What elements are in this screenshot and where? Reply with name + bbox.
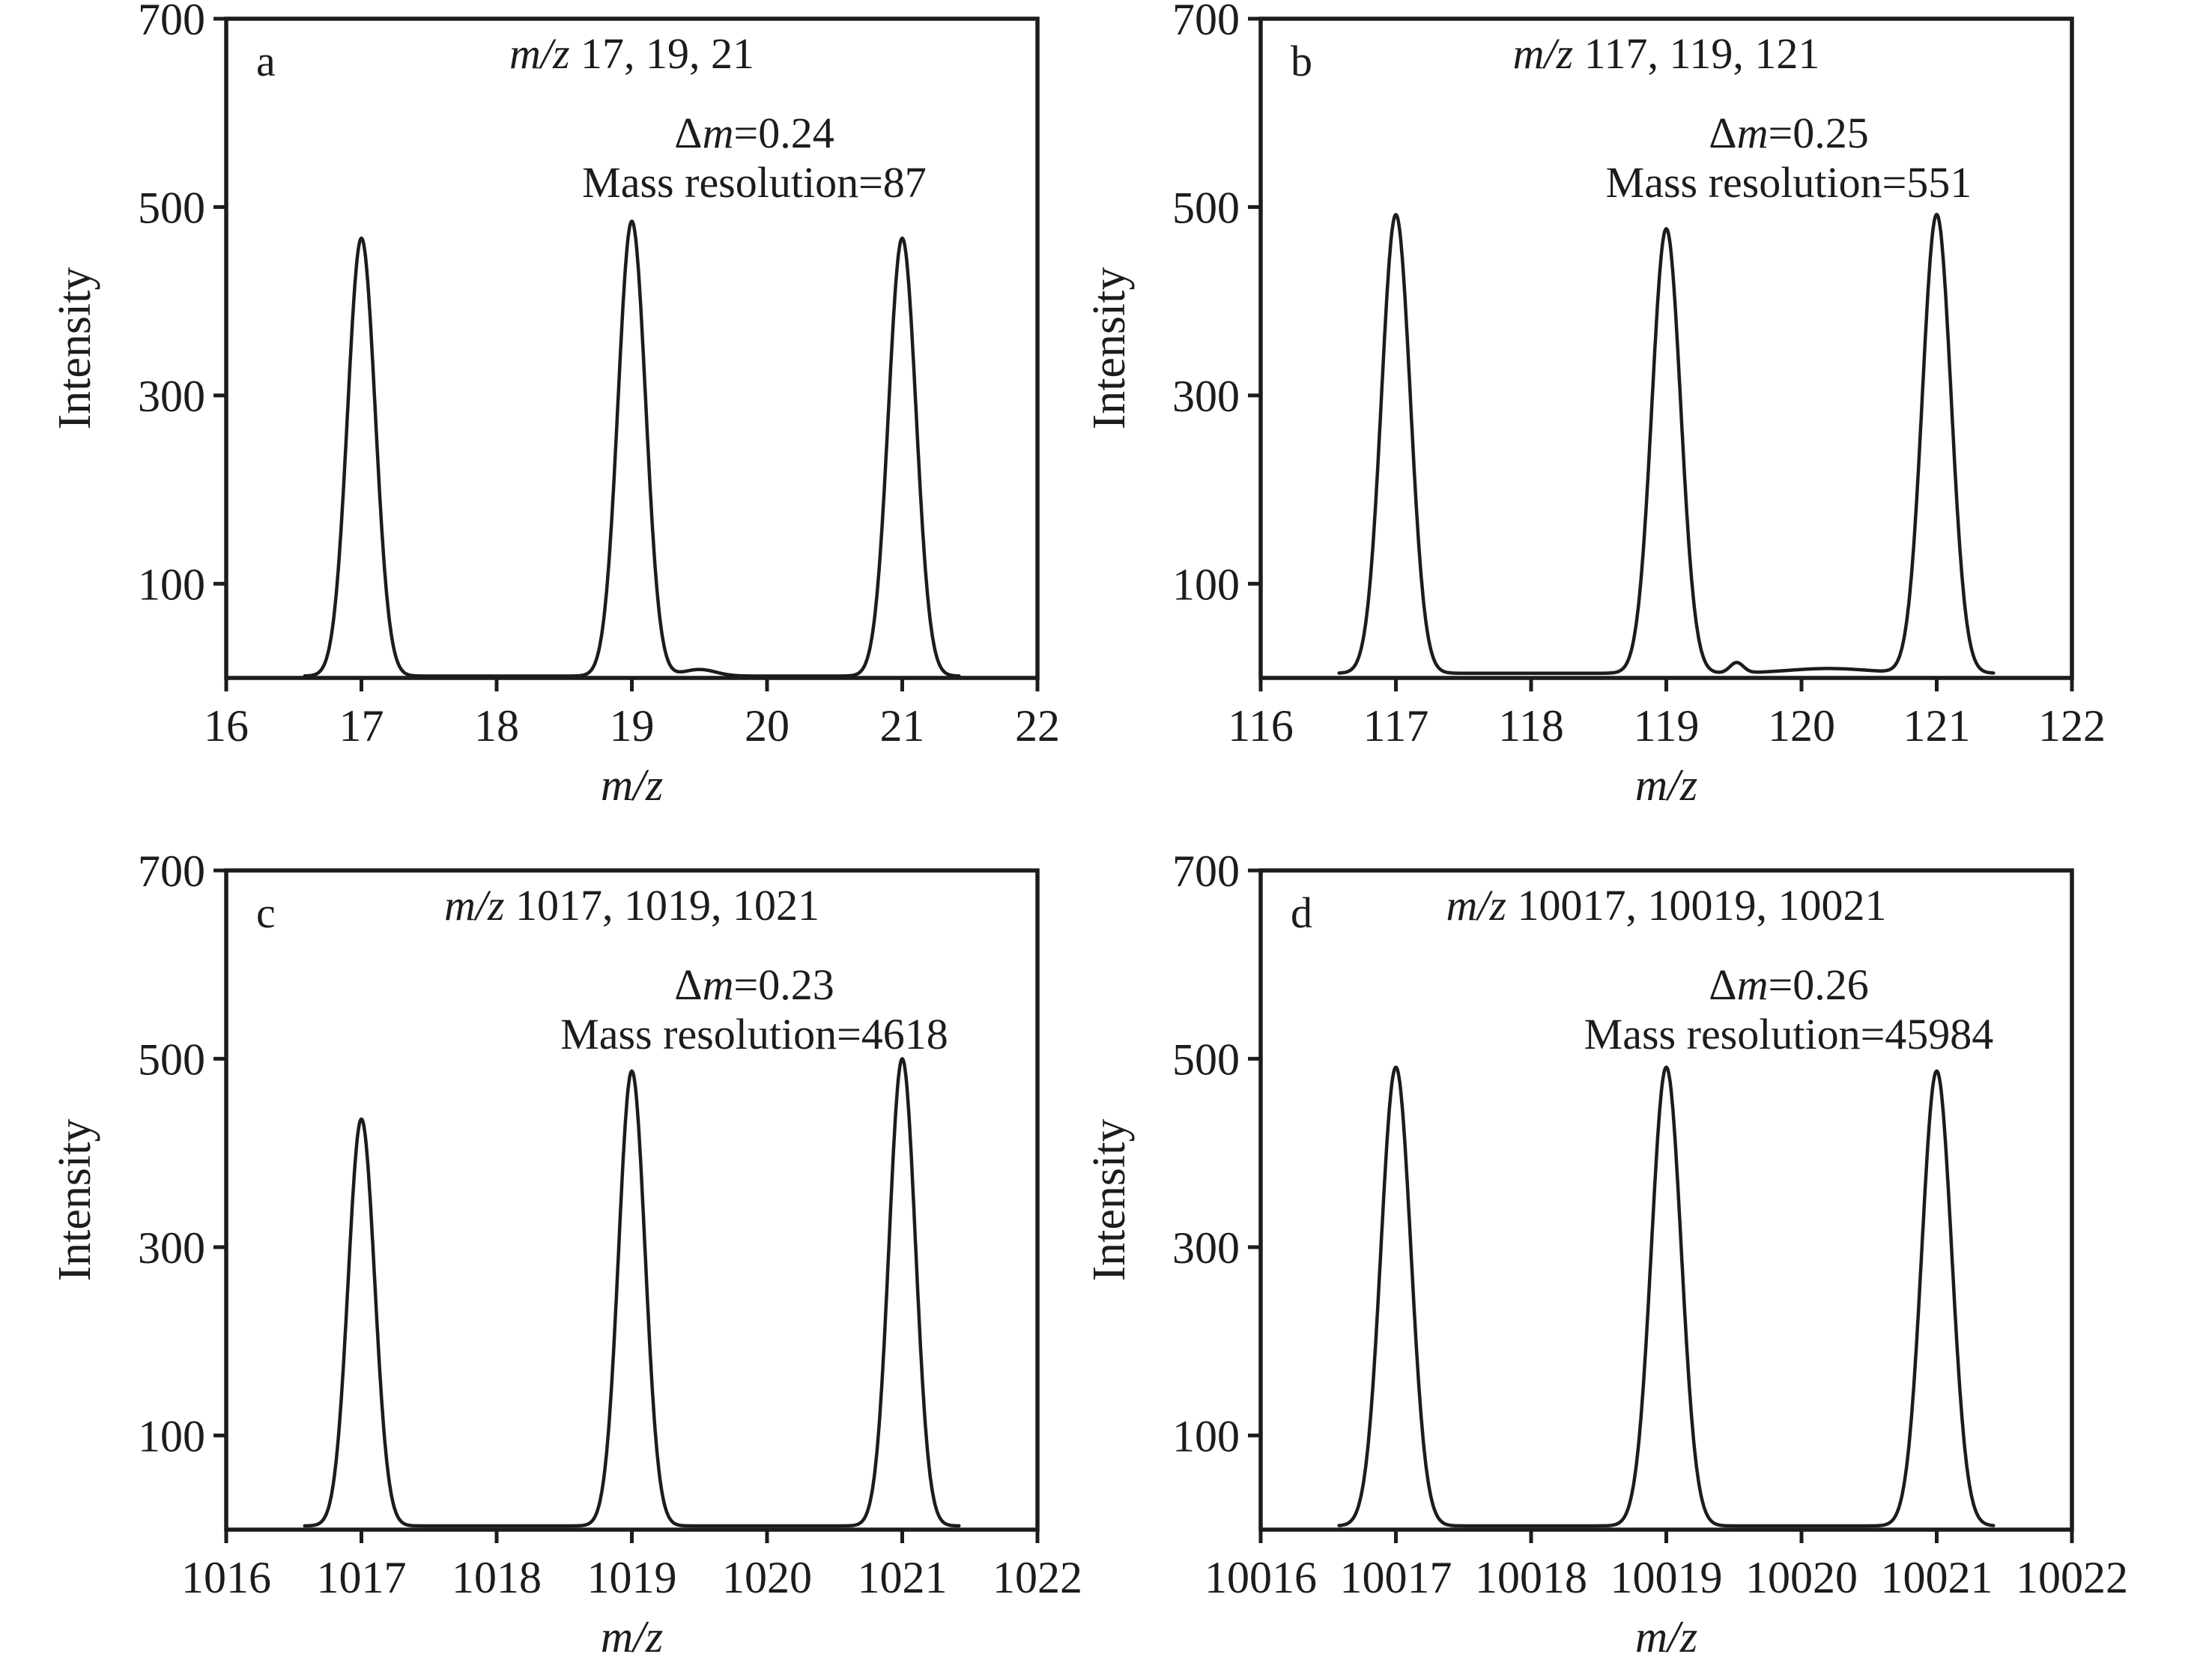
y-tick-label: 500 <box>138 183 205 232</box>
y-tick-label: 500 <box>1172 183 1240 232</box>
y-tick-label: 500 <box>1172 1035 1240 1084</box>
panel-title: m/z 10017, 10019, 10021 <box>1446 881 1886 930</box>
plot-frame <box>224 868 1040 1532</box>
x-tick-label: 10022 <box>2016 1553 2128 1602</box>
y-tick-label: 300 <box>1172 372 1240 421</box>
y-tick-label: 300 <box>138 1223 205 1273</box>
mass-resolution-annotation: Mass resolution=551 <box>1606 158 1972 207</box>
x-tick-label: 122 <box>2038 701 2106 751</box>
y-tick-label: 100 <box>138 560 205 609</box>
x-tick-label: 18 <box>474 701 519 751</box>
y-tick-label: 100 <box>138 1411 205 1461</box>
spectrum-curve <box>1337 1065 1996 1528</box>
spectrum-panel-d: 100 300 500 700 10016 10017 10018 10019 10020 100… <box>1034 828 2143 1657</box>
x-tick-label: 1020 <box>722 1553 812 1602</box>
plot-frame <box>224 16 1040 680</box>
x-tick-label: 20 <box>745 701 790 751</box>
delta-m-annotation: Δm=0.26 <box>1709 960 1868 1009</box>
y-tick-label: 300 <box>1172 1223 1240 1273</box>
panel-letter: a <box>256 37 276 85</box>
spectrum-curve <box>1337 213 1996 675</box>
x-tick-label: 10017 <box>1340 1553 1452 1602</box>
x-tick-label: 10021 <box>1881 1553 1993 1602</box>
mass-resolution-annotation: Mass resolution=45984 <box>1584 1010 1994 1058</box>
panel-letter: b <box>1291 37 1312 85</box>
x-axis-label: m/z <box>601 1612 663 1657</box>
x-tick-label: 10016 <box>1205 1553 1317 1602</box>
y-tick-label: 500 <box>138 1035 205 1084</box>
spectrum-plot-a: 100 300 500 700 16 17 18 19 20 21 22 Intensity m/z a m… <box>49 0 1060 810</box>
panel-title: m/z 117, 119, 121 <box>1513 29 1820 78</box>
x-tick-label: 10018 <box>1475 1553 1587 1602</box>
y-axis-label: Intensity <box>1084 1119 1135 1282</box>
x-tick-label: 16 <box>204 701 249 751</box>
spectrum-plot-c: 100 300 500 700 1016 1017 1018 1019 1020 1021 1022… <box>49 846 1082 1657</box>
panel-letter: c <box>256 888 276 937</box>
x-tick-label: 10020 <box>1745 1553 1858 1602</box>
x-tick-label: 10019 <box>1610 1553 1723 1602</box>
x-tick-label: 1021 <box>858 1553 948 1602</box>
y-axis-label: Intensity <box>49 267 100 430</box>
y-tick-label: 700 <box>1172 0 1240 44</box>
x-tick-label: 19 <box>610 701 655 751</box>
y-axis-label: Intensity <box>49 1119 100 1282</box>
x-axis-label: m/z <box>1635 760 1697 810</box>
mass-resolution-annotation: Mass resolution=87 <box>582 158 927 207</box>
x-tick-label: 120 <box>1768 701 1835 751</box>
y-tick-label: 100 <box>1172 560 1240 609</box>
y-tick-label: 700 <box>138 0 205 44</box>
x-tick-label: 117 <box>1363 701 1429 751</box>
delta-m-annotation: Δm=0.25 <box>1709 109 1868 157</box>
panel-title: m/z 1017, 1019, 1021 <box>444 881 819 930</box>
mass-resolution-annotation: Mass resolution=4618 <box>560 1010 948 1058</box>
x-axis-label: m/z <box>601 760 663 810</box>
x-tick-label: 17 <box>339 701 384 751</box>
x-tick-label: 116 <box>1228 701 1294 751</box>
spectrum-plot-d: 100 300 500 700 10016 10017 10018 10019 10020 100… <box>1084 846 2128 1657</box>
spectrum-panel-a: 100 300 500 700 16 17 18 19 20 21 22 Intensity m/z a m… <box>0 0 1109 828</box>
y-axis-label: Intensity <box>1084 267 1135 430</box>
y-tick-label: 700 <box>1172 846 1240 896</box>
spectrum-panel-b: 100 300 500 700 116 117 118 119 120 121 122 Intensi… <box>1034 0 2143 828</box>
spectrum-curve <box>303 1057 961 1528</box>
x-tick-label: 1017 <box>317 1553 407 1602</box>
x-axis-label: m/z <box>1635 1612 1697 1657</box>
x-tick-label: 1022 <box>993 1553 1082 1602</box>
x-tick-label: 21 <box>880 701 925 751</box>
y-tick-label: 300 <box>138 372 205 421</box>
x-tick-label: 1016 <box>181 1553 271 1602</box>
spectrum-curve <box>303 219 961 678</box>
x-tick-label: 118 <box>1498 701 1564 751</box>
x-tick-label: 121 <box>1903 701 1971 751</box>
x-tick-label: 22 <box>1015 701 1060 751</box>
spectrum-plot-b: 100 300 500 700 116 117 118 119 120 121 122 Intensi… <box>1084 0 2106 810</box>
x-tick-label: 119 <box>1634 701 1700 751</box>
x-tick-label: 1019 <box>587 1553 677 1602</box>
x-tick-label: 1018 <box>452 1553 542 1602</box>
delta-m-annotation: Δm=0.23 <box>674 960 834 1009</box>
panel-letter: d <box>1291 888 1312 937</box>
y-tick-label: 100 <box>1172 1411 1240 1461</box>
y-tick-label: 700 <box>138 846 205 896</box>
delta-m-annotation: Δm=0.24 <box>674 109 834 157</box>
spectrum-panel-c: 100 300 500 700 1016 1017 1018 1019 1020 1021 1022… <box>0 828 1109 1657</box>
panel-title: m/z 17, 19, 21 <box>509 29 754 78</box>
